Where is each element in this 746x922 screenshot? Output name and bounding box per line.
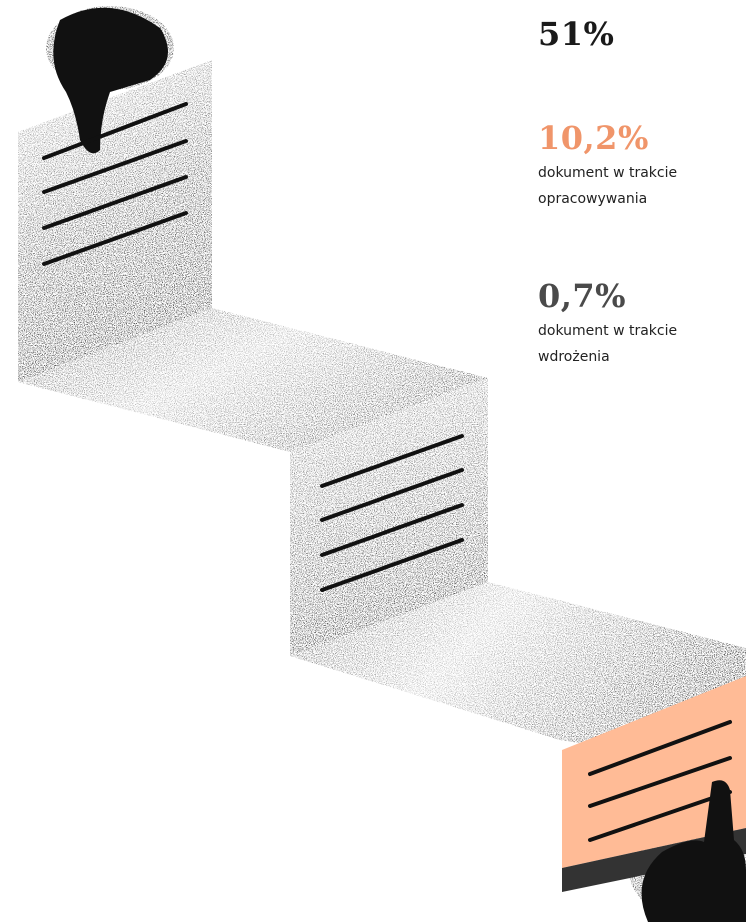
stat-value: 0,7% [538, 277, 627, 315]
stat-item: 0,7% dokument w trakcie wdrożenia [538, 278, 677, 370]
stat-value: 10,2% [538, 119, 649, 157]
document-lines-middle [320, 434, 464, 592]
stat-label-line: opracowywania [538, 191, 648, 207]
stat-label: dokument w trakcie wdrożenia [538, 318, 677, 370]
pin-icon [53, 7, 169, 154]
stat-item: 10,2% dokument w trakcie opracowywania [538, 120, 677, 212]
stat-label-line: wdrożenia [538, 349, 610, 365]
stat-label: dokument w trakcie opracowywania [538, 160, 677, 212]
document-lines-top [42, 102, 188, 266]
stat-item: 51% [538, 16, 614, 52]
pin-icon [641, 780, 746, 922]
stat-value: 51% [538, 15, 615, 53]
stat-label-line: dokument w trakcie [538, 323, 678, 339]
stat-label-line: dokument w trakcie [538, 165, 678, 181]
